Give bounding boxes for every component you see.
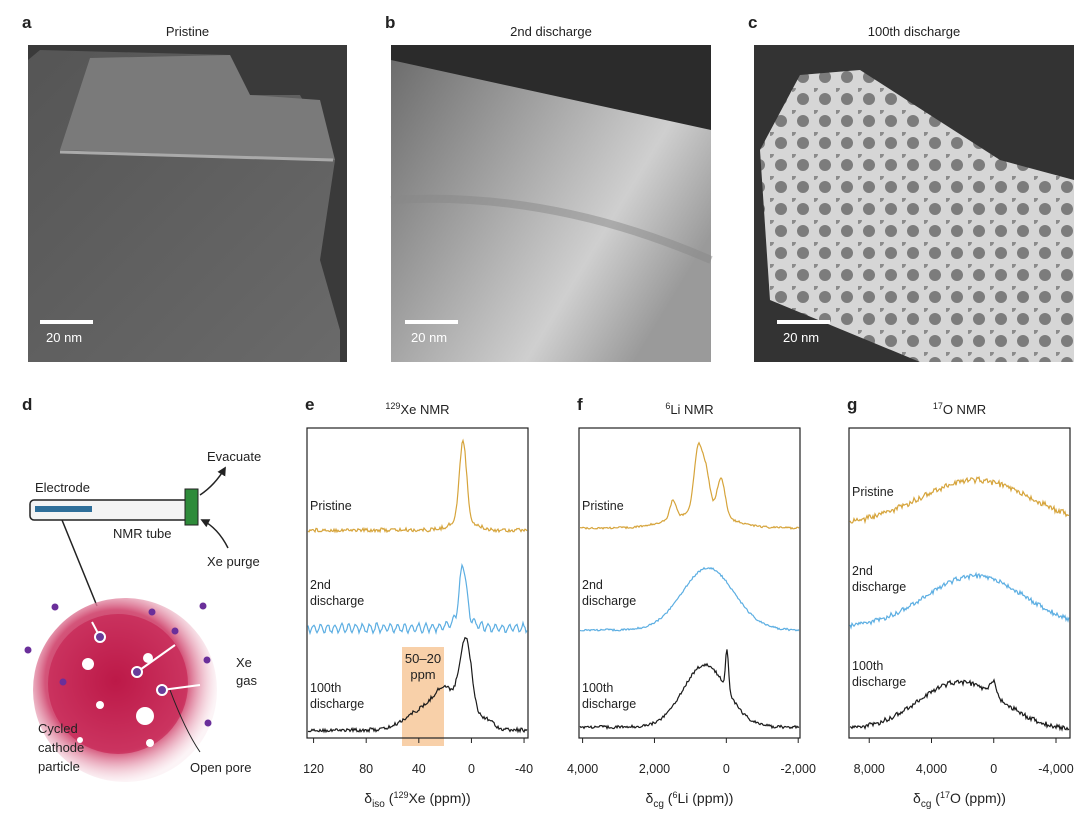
label-part: Li (ppm)) [677, 790, 733, 806]
label-part: 129 [393, 790, 408, 800]
x-axis-label: δcg (6Li (ppm)) [646, 790, 734, 810]
trace-label: 100th [582, 681, 613, 695]
trace-label: discharge [582, 697, 636, 711]
x-tick-label: -40 [515, 762, 533, 776]
label-part: iso [372, 799, 385, 810]
spectrum [849, 678, 1070, 732]
label-part: O (ppm)) [950, 790, 1006, 806]
plot-title: 17O NMR [933, 401, 986, 417]
scale-label: 20 nm [411, 330, 447, 345]
x-tick-label: 4,000 [567, 762, 598, 776]
x-tick-label: -2,000 [780, 762, 815, 776]
title-sup: 17 [933, 401, 943, 411]
spectrum [580, 441, 800, 530]
x-tick-label: 4,000 [916, 762, 947, 776]
spectrum [307, 636, 528, 734]
x-axis-label: δcg (17O (ppm)) [913, 790, 1006, 810]
label: cathode [38, 740, 84, 755]
label-part: ( [664, 790, 673, 806]
label: Xe [236, 655, 252, 670]
x-tick-label: 40 [412, 762, 426, 776]
panel-title: Pristine [166, 24, 209, 39]
label: Xe purge [207, 554, 260, 569]
x-axis-label: δiso (129Xe (ppm)) [364, 790, 470, 810]
x-tick-label: 80 [359, 762, 373, 776]
highlight-label: 50–20 [405, 651, 441, 666]
x-tick-label: 120 [303, 762, 324, 776]
label: Cycled [38, 721, 78, 736]
x-tick-label: 8,000 [854, 762, 885, 776]
trace-label: Pristine [852, 485, 894, 499]
trace-label: 2nd [310, 578, 331, 592]
label-part: cg [653, 799, 664, 810]
trace-label: 2nd [582, 578, 603, 592]
micrograph-c [754, 45, 1074, 362]
label-part: Xe (ppm)) [408, 790, 470, 806]
label-part: δ [364, 790, 372, 806]
trace-label: discharge [852, 675, 906, 689]
highlight-box [402, 647, 444, 746]
spectrum [307, 563, 528, 636]
panel-title: 100th discharge [868, 24, 961, 39]
label-part: cg [921, 799, 932, 810]
panel-letter: e [305, 395, 314, 414]
spectrum [307, 438, 528, 534]
label-part: ( [385, 790, 394, 806]
scale-label: 20 nm [783, 330, 819, 345]
plot-frame [578, 427, 801, 739]
micrograph-b [390, 45, 713, 362]
micrograph-a [28, 45, 347, 362]
trace-label: discharge [310, 594, 364, 608]
schematic-d [24, 466, 229, 782]
panel-letter: a [22, 13, 32, 32]
spectrum [579, 649, 800, 730]
label: Open pore [190, 760, 251, 775]
label: NMR tube [113, 526, 172, 541]
trace-label: discharge [582, 594, 636, 608]
title-text: Xe NMR [400, 402, 449, 417]
panel-letter: c [748, 13, 757, 32]
panel-letter: f [577, 395, 583, 414]
panel-title: 2nd discharge [510, 24, 592, 39]
spectrum [849, 571, 1070, 630]
spectrum [849, 476, 1070, 525]
trace-label: 100th [852, 659, 883, 673]
trace-label: 100th [310, 681, 341, 695]
x-tick-label: -4,000 [1038, 762, 1073, 776]
trace-label: 2nd [852, 564, 873, 578]
plot-frame [848, 427, 1071, 739]
label: gas [236, 673, 257, 688]
label: particle [38, 759, 80, 774]
trace-label: discharge [310, 697, 364, 711]
panel-letter: d [22, 395, 32, 414]
scale-label: 20 nm [46, 330, 82, 345]
label-part: ( [931, 790, 940, 806]
x-tick-label: 2,000 [639, 762, 670, 776]
plot-title: 6Li NMR [665, 401, 713, 417]
title-text: Li NMR [670, 402, 713, 417]
plot-title: 129Xe NMR [385, 401, 449, 417]
highlight-label: ppm [410, 667, 435, 682]
panel-letter: g [847, 395, 857, 414]
panel-letter: b [385, 13, 395, 32]
trace-label: Pristine [310, 499, 352, 513]
x-tick-label: 0 [468, 762, 475, 776]
title-sup: 129 [385, 401, 400, 411]
label-part: δ [646, 790, 654, 806]
label-part: δ [913, 790, 921, 806]
plot-frame [306, 427, 529, 739]
title-sup: 6 [665, 401, 670, 411]
trace-label: discharge [852, 580, 906, 594]
label-part: 17 [940, 790, 950, 800]
spectrum [579, 566, 800, 632]
x-tick-label: 0 [990, 762, 997, 776]
x-tick-label: 0 [723, 762, 730, 776]
title-text: O NMR [943, 402, 986, 417]
label: Evacuate [207, 449, 261, 464]
label-part: 6 [672, 790, 677, 800]
trace-label: Pristine [582, 499, 624, 513]
label: Electrode [35, 480, 90, 495]
